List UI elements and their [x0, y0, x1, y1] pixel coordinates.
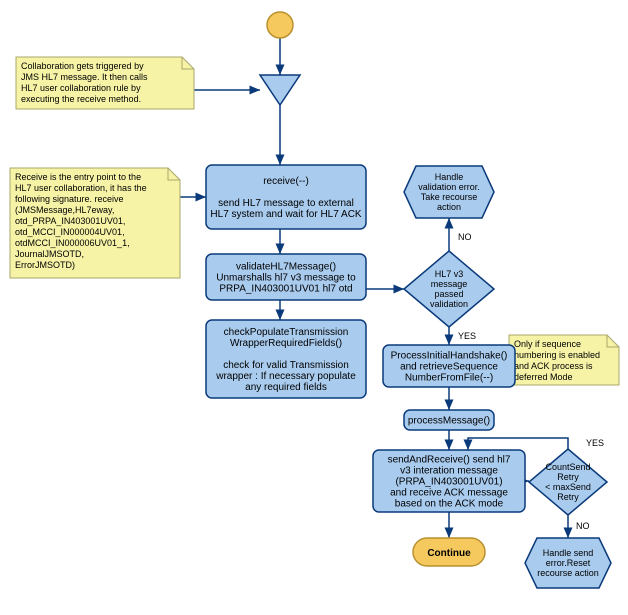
- node-text: HL7 system and wait for HL7 ACK: [210, 209, 362, 220]
- note-text: (JMSMessage,HL7eway,: [15, 205, 114, 215]
- node-text: any required fields: [245, 382, 327, 393]
- note-text: Collaboration gets triggered by: [21, 61, 144, 71]
- node-text: processMessage(): [408, 416, 490, 427]
- edge-label: NO: [576, 521, 590, 531]
- node-text: WrapperRequiredFields(): [230, 338, 342, 349]
- note-text: otdMCCI_IN000006UV01_1,: [15, 238, 130, 248]
- node-text: NumberFromFile(--): [405, 373, 493, 384]
- note-text: ErrorJMSOTD): [15, 260, 75, 270]
- node-text: action: [437, 202, 461, 212]
- node-text: check for valid Transmission: [223, 360, 349, 371]
- node-text: and receive ACK message: [390, 488, 508, 499]
- node-text: based on the ACK mode: [395, 499, 504, 510]
- edge: [468, 438, 568, 450]
- node-text: HL7 v3: [435, 269, 464, 279]
- node-text: CountSend: [545, 462, 590, 472]
- node-text: validation: [430, 299, 468, 309]
- note-text: JournalJMSOTD,: [15, 249, 84, 259]
- node-text: validateHL7Message(): [236, 262, 336, 273]
- node-text: receive(--): [263, 176, 309, 187]
- node-text: < maxSend: [545, 482, 591, 492]
- node-text: wrapper : If necessary populate: [215, 371, 356, 382]
- node-text: Retry: [557, 472, 579, 482]
- edge-label: NO: [458, 232, 472, 242]
- node-text: checkPopulateTransmission: [224, 327, 349, 338]
- node-text: ProcessInitialHandshake(): [391, 351, 508, 362]
- node-text: sendAndReceive() send hl7: [388, 455, 511, 466]
- note-text: and ACK process is: [514, 361, 593, 371]
- note-text: deferred Mode: [514, 372, 573, 382]
- note-text: HL7 user collaboration, it has the: [15, 183, 147, 193]
- node-text: (PRPA_IN403001UV01): [395, 477, 502, 488]
- note-text: HL7 user collaboration rule by: [21, 83, 141, 93]
- node-text: Retry: [557, 492, 579, 502]
- node-text: Handle send: [543, 548, 594, 558]
- node-text: recourse action: [537, 568, 599, 578]
- start-circle: [267, 12, 293, 38]
- note-text: JMS HL7 message. It then calls: [21, 72, 148, 82]
- node-text: Handle: [435, 172, 464, 182]
- node-text: send HL7 message to external: [218, 198, 354, 209]
- node-text: passed: [434, 289, 463, 299]
- node-text: Unmarshalls hl7 v3 message to: [216, 273, 356, 284]
- note-text: otd_PRPA_IN403001UV01,: [15, 216, 125, 226]
- note-text: executing the receive method.: [21, 94, 141, 104]
- node-text: PRPA_IN403001UV01 hl7 otd: [219, 284, 352, 295]
- note-text: otd_MCCI_IN000004UV01,: [15, 227, 125, 237]
- continue-label: Continue: [427, 548, 471, 559]
- note-text: following signature. receive: [15, 194, 124, 204]
- edge-label: YES: [458, 331, 476, 341]
- note-text: numbering is enabled: [514, 350, 600, 360]
- node-text: message: [431, 279, 468, 289]
- node-text: and retrieveSequence: [400, 362, 498, 373]
- node-text: error.Reset: [546, 558, 591, 568]
- node-text: Take recourse: [421, 192, 478, 202]
- note-text: Receive is the entry point to the: [15, 172, 141, 182]
- merge-triangle: [260, 75, 300, 105]
- node-text: v3 interation message: [400, 466, 498, 477]
- edge-label: YES: [586, 438, 604, 448]
- note-text: Only if sequence: [514, 339, 581, 349]
- node-text: validation error.: [418, 182, 480, 192]
